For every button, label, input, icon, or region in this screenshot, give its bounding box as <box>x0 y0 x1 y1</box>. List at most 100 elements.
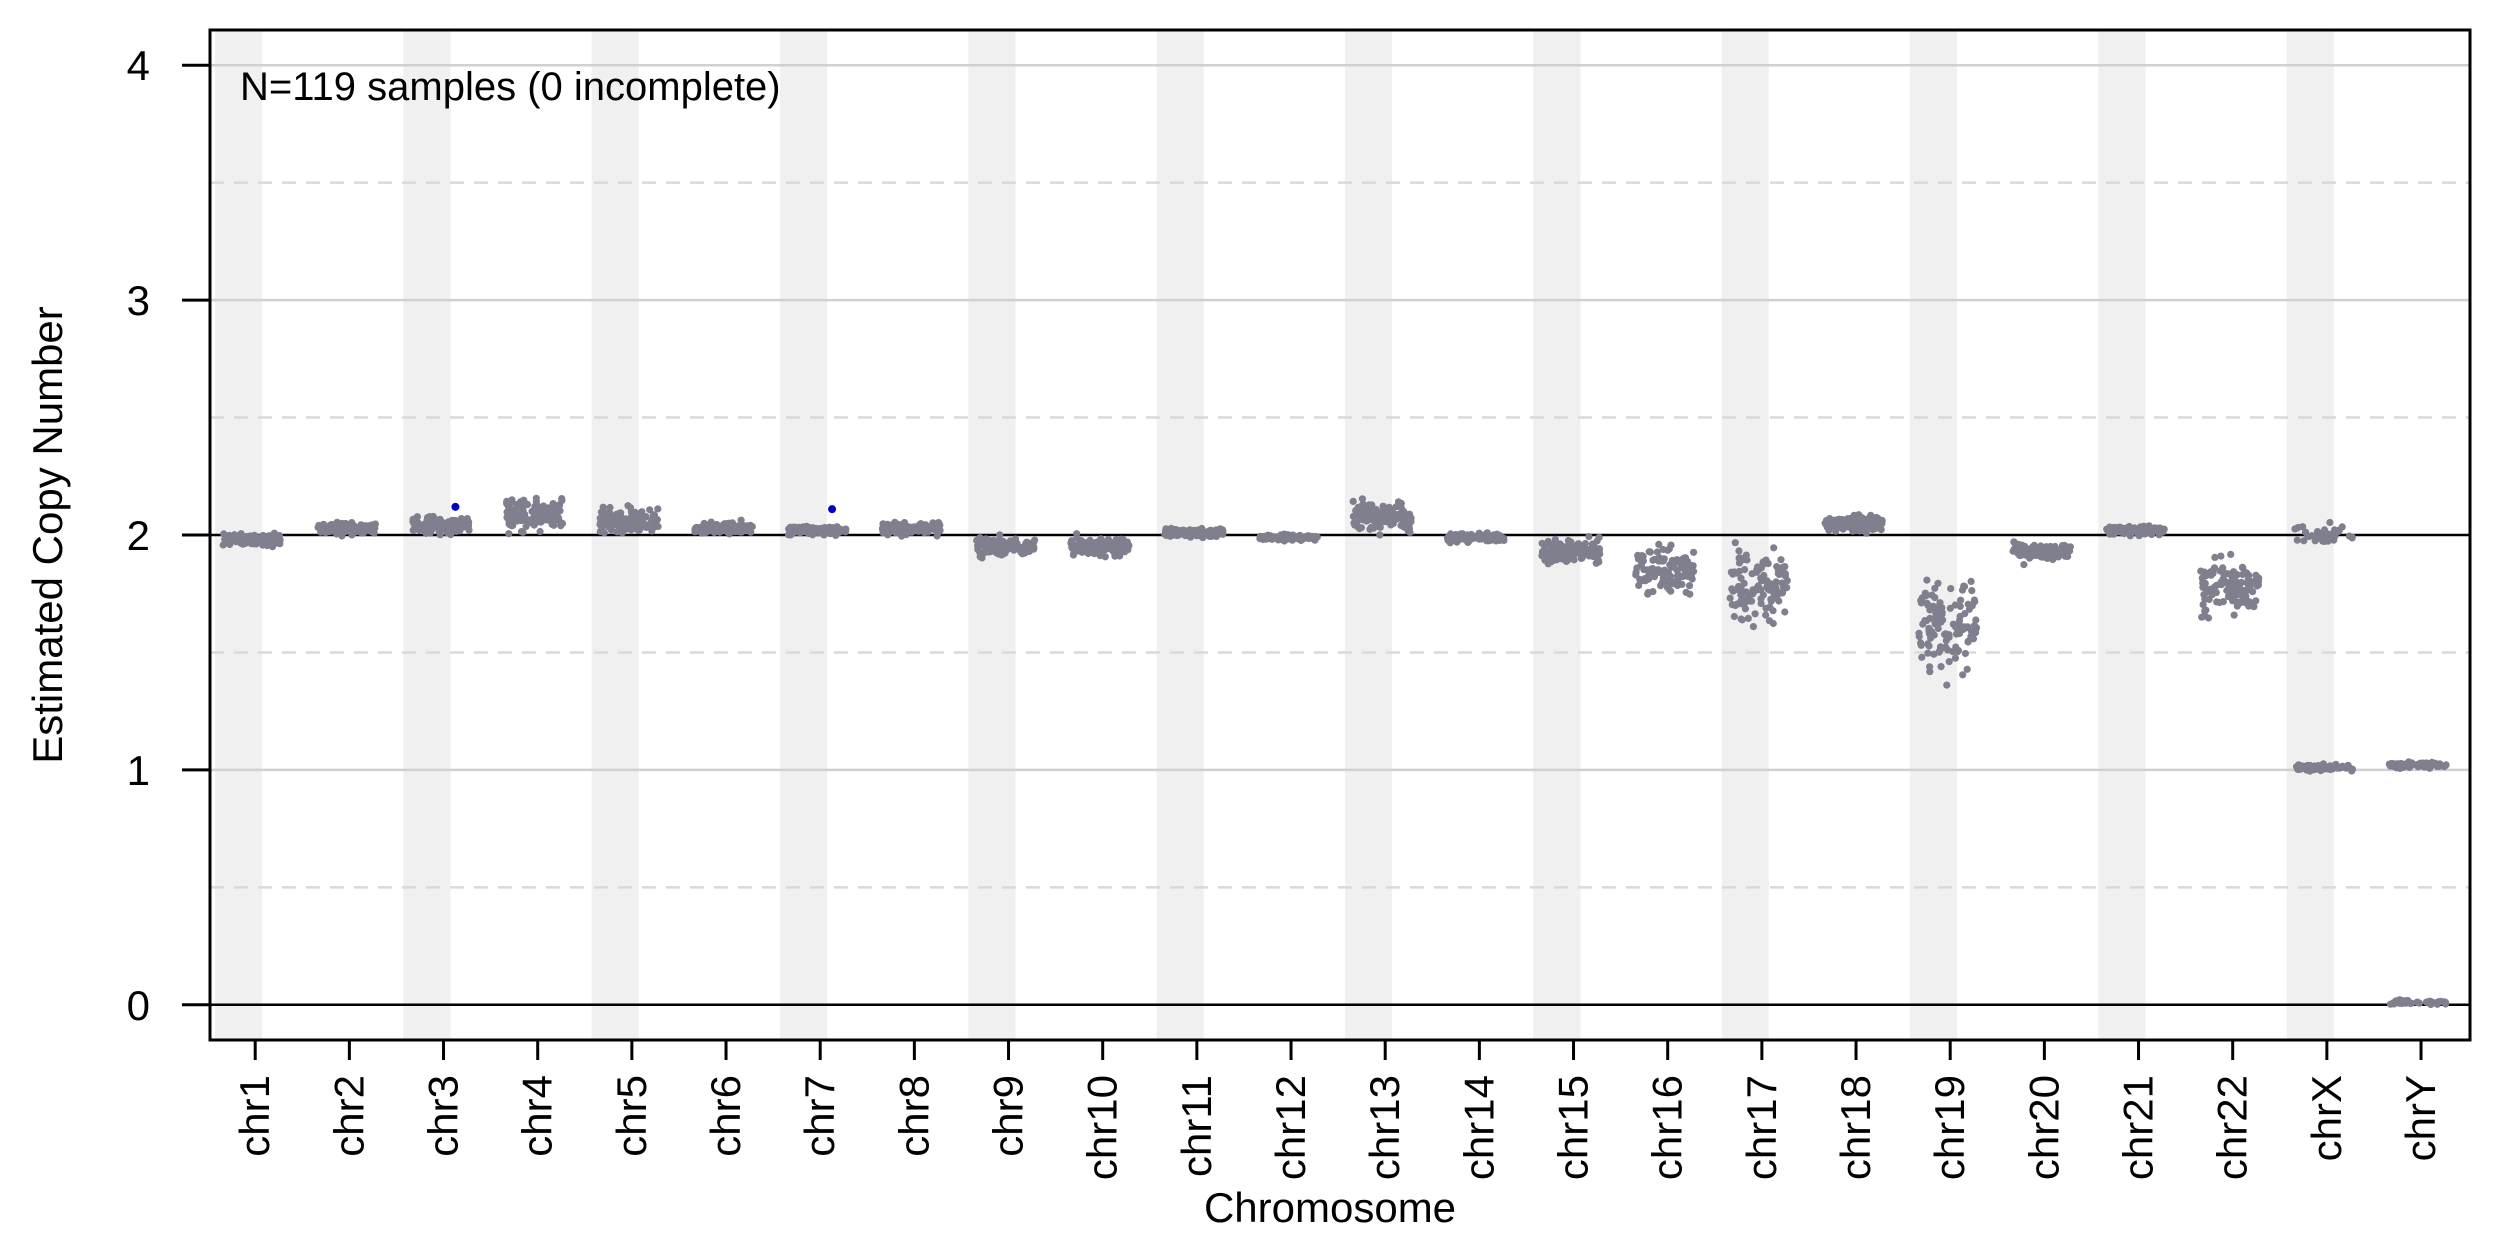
data-point-chr18 <box>1858 515 1866 523</box>
data-point-chr19 <box>1941 630 1949 639</box>
y-tick-label: 0 <box>127 982 150 1029</box>
data-point-chr4 <box>533 501 542 510</box>
data-point-chr14 <box>1476 534 1484 542</box>
data-point-chr22 <box>2244 586 2252 594</box>
data-point-chrX <box>2291 525 2299 533</box>
data-point-chr15 <box>1571 546 1579 555</box>
data-point-chr3 <box>423 514 432 522</box>
data-point-chr19 <box>1919 620 1927 628</box>
data-point-chrX <box>2305 532 2313 541</box>
data-point-chr13 <box>1369 516 1377 525</box>
data-point-chr7 <box>842 525 850 533</box>
data-point-chr4 <box>508 522 516 530</box>
data-point-chr4 <box>519 528 527 536</box>
data-point-chr16 <box>1663 583 1671 592</box>
y-tick-label: 1 <box>127 747 150 794</box>
data-point-chr5 <box>616 523 624 531</box>
data-point-chr18 <box>1850 514 1858 523</box>
data-point-chr19 <box>1937 618 1945 626</box>
data-point-chr22 <box>2217 552 2225 560</box>
data-point-chr3 <box>426 529 434 537</box>
data-point-chr22 <box>2252 597 2260 605</box>
data-point-chr22 <box>2199 579 2207 587</box>
highlighted-point-chr7 <box>828 505 837 514</box>
data-point-chr10 <box>1080 542 1088 550</box>
data-point-chr19 <box>1970 596 1978 604</box>
x-tick-label-chr13: chr13 <box>1361 1075 1408 1180</box>
data-point-chr20 <box>2063 547 2071 555</box>
data-point-chr17 <box>1737 615 1745 623</box>
data-point-chr19 <box>1961 649 1969 658</box>
data-point-chr13 <box>1358 495 1366 503</box>
x-tick-label-chrY: chrY <box>2397 1075 2444 1161</box>
data-point-chr13 <box>1383 510 1391 518</box>
data-point-chr19 <box>1959 671 1967 679</box>
data-point-chr19 <box>1968 587 1976 595</box>
data-point-chr19 <box>1964 637 1972 646</box>
data-point-chr20 <box>2040 547 2048 555</box>
data-point-chr1 <box>236 539 245 547</box>
data-point-chr13 <box>1400 511 1408 519</box>
data-point-chr5 <box>603 509 611 517</box>
x-tick-label-chr22: chr22 <box>2209 1075 2256 1180</box>
data-point-chr17 <box>1742 588 1750 596</box>
data-point-chr6 <box>691 525 699 533</box>
data-point-chr16 <box>1684 563 1692 571</box>
data-point-chr4 <box>534 514 542 522</box>
data-point-chr4 <box>553 503 561 511</box>
x-tick-label-chr12: chr12 <box>1267 1075 1314 1180</box>
data-point-chr10 <box>1069 551 1077 559</box>
data-point-chr22 <box>2231 584 2239 592</box>
data-point-chr16 <box>1638 552 1646 560</box>
data-point-chr19 <box>1943 681 1951 689</box>
data-point-chr6 <box>725 526 733 534</box>
data-point-chr19 <box>1924 649 1932 657</box>
data-point-chr17 <box>1781 608 1789 616</box>
y-tick-label: 4 <box>127 42 150 89</box>
data-point-chr4 <box>543 505 552 513</box>
data-point-chrY <box>2413 761 2421 769</box>
data-point-chr17 <box>1749 623 1757 631</box>
x-tick-label-chr11: chr11 <box>1173 1075 1220 1177</box>
sample-count-annotation: N=119 samples (0 incomplete) <box>240 65 781 109</box>
data-point-chr1 <box>270 529 278 537</box>
data-point-chr20 <box>2028 545 2036 553</box>
data-point-chr13 <box>1405 510 1414 518</box>
data-point-chr8 <box>890 524 898 532</box>
data-point-chr21 <box>2127 527 2135 536</box>
data-point-chr2 <box>347 524 355 533</box>
data-point-chrX <box>2293 536 2301 544</box>
data-point-chr19 <box>1947 585 1955 593</box>
x-tick-label-chr18: chr18 <box>1832 1075 1879 1180</box>
data-point-chr22 <box>2252 571 2260 579</box>
data-point-chr3 <box>452 521 460 529</box>
data-point-chr2 <box>319 520 328 528</box>
data-point-chrX <box>2326 518 2334 527</box>
data-point-chr10 <box>1111 547 1119 555</box>
data-point-chr18 <box>1878 520 1886 528</box>
data-point-chr8 <box>915 526 923 534</box>
data-point-chr20 <box>2058 550 2066 558</box>
data-point-chr11 <box>1186 526 1194 535</box>
x-tick-label-chr5: chr5 <box>608 1075 655 1157</box>
data-point-chr22 <box>2217 578 2225 587</box>
data-point-chr21 <box>2134 530 2142 538</box>
data-point-chr6 <box>734 527 742 536</box>
data-point-chr1 <box>230 536 239 544</box>
y-axis: 0 1 2 3 4 <box>127 42 210 1029</box>
data-point-chr13 <box>1404 527 1412 535</box>
data-point-chr6 <box>739 523 747 531</box>
x-tick-label-chrX: chrX <box>2303 1075 2350 1161</box>
data-point-chr18 <box>1835 523 1844 531</box>
data-point-chr13 <box>1405 520 1413 529</box>
data-point-chr7 <box>822 526 830 535</box>
data-point-chr5 <box>648 527 656 535</box>
data-point-chr15 <box>1585 533 1593 541</box>
data-point-chrY <box>2401 762 2409 770</box>
data-point-chr17 <box>1770 590 1778 598</box>
data-point-chr17 <box>1770 544 1778 552</box>
data-point-chr12 <box>1305 533 1313 541</box>
data-point-chr21 <box>2104 526 2112 534</box>
data-point-chr19 <box>1924 640 1932 648</box>
data-point-chr19 <box>1938 608 1946 616</box>
